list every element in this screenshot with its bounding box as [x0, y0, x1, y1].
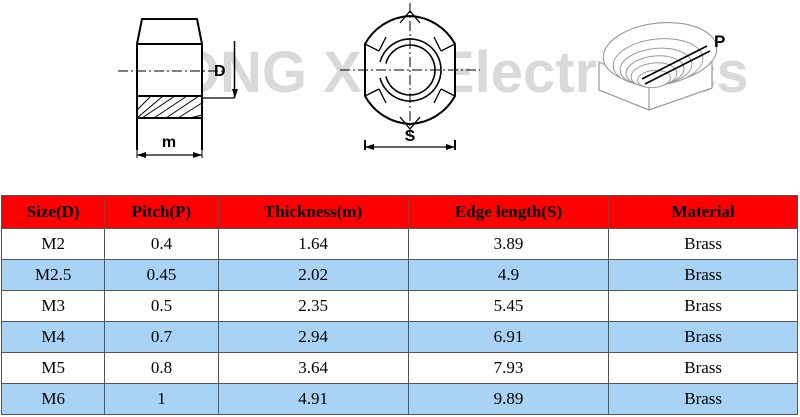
svg-text:P: P: [714, 32, 725, 51]
